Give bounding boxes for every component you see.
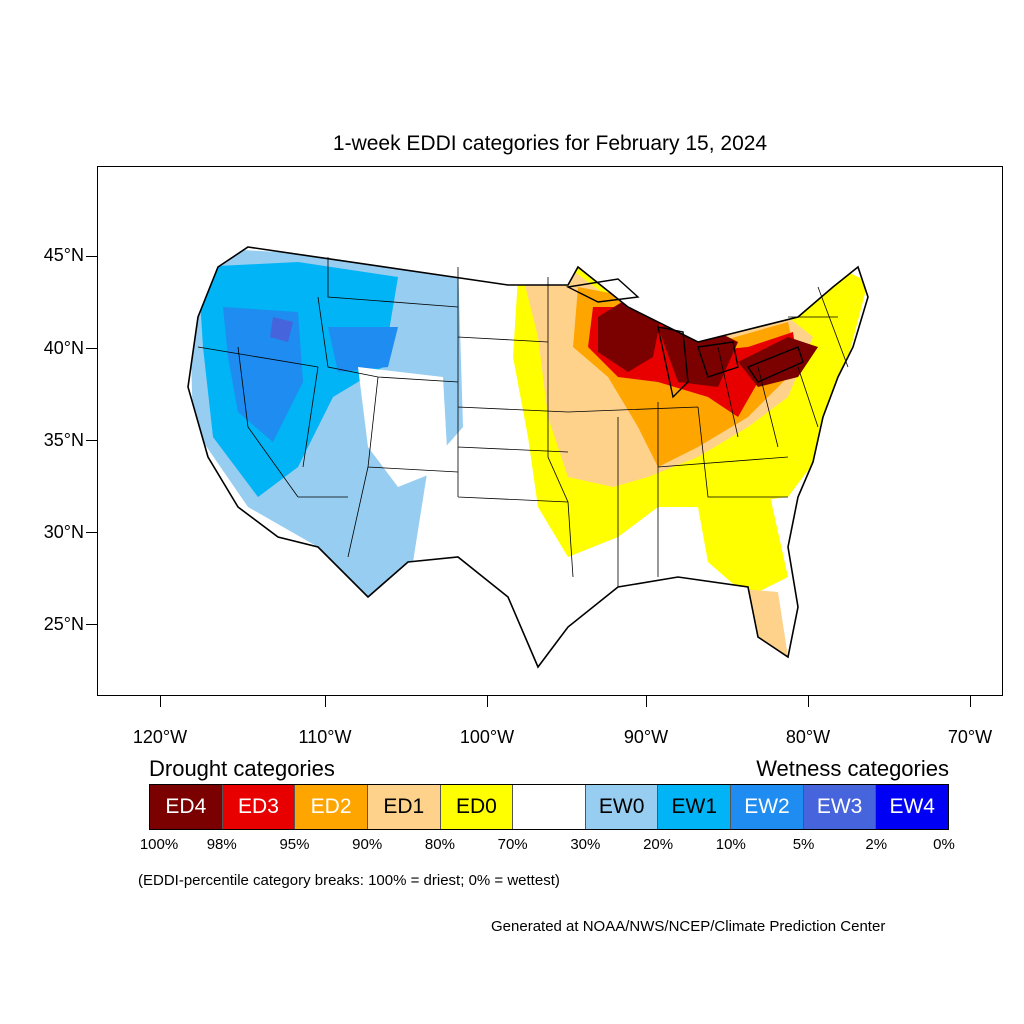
lat-label-35: 35°N	[43, 430, 84, 450]
lat-tick-25	[86, 624, 97, 625]
drought-categories-heading: Drought categories	[149, 756, 335, 781]
ed0-region-texas	[428, 577, 493, 647]
chart-title: 1-week EDDI categories for February 15, …	[332, 132, 768, 155]
lon-label-100: 100°W	[459, 727, 515, 747]
ed4-region-michigan	[658, 322, 738, 387]
lat-label-40: 40°N	[43, 338, 84, 358]
legend-break-label: 95%	[279, 836, 310, 853]
legend-break-label: 100%	[139, 836, 179, 853]
great-lakes-outline	[565, 278, 804, 399]
lon-label-80: 80°W	[785, 727, 831, 747]
lon-label-120: 120°W	[132, 727, 188, 747]
ed4-region-northeast	[738, 337, 818, 387]
legend-break-label: 0%	[933, 836, 955, 853]
ew2-region-north	[328, 327, 398, 372]
lat-tick-35	[86, 440, 97, 441]
legend-swatch-ed3: ED3	[222, 785, 296, 829]
legend-swatch-ew4: EW4	[876, 785, 949, 829]
wetness-categories-heading: Wetness categories	[756, 756, 949, 781]
legend-swatch-ed2: ED2	[295, 785, 368, 829]
lat-label-25: 25°N	[43, 614, 84, 634]
legend-swatch-ew0: EW0	[585, 785, 659, 829]
ew3-region-west	[270, 317, 293, 342]
lon-tick-80	[808, 696, 809, 707]
eddi-map	[187, 246, 869, 669]
lon-tick-90	[646, 696, 647, 707]
state-lines-east	[717, 286, 849, 448]
lon-label-110: 110°W	[298, 727, 352, 747]
lon-tick-110	[325, 696, 326, 707]
legend-break-label: 2%	[865, 836, 888, 853]
legend-break-label: 98%	[206, 836, 237, 853]
lat-tick-30	[86, 532, 97, 533]
category-breaks-note: (EDDI-percentile category breaks: 100% =…	[138, 872, 560, 889]
state-lines-west	[197, 257, 459, 558]
credit-line: Generated at NOAA/NWS/NCEP/Climate Predi…	[491, 918, 886, 935]
legend-swatch-ew2: EW2	[731, 785, 804, 829]
coastline-outline	[187, 246, 869, 669]
ed1-region-florida	[718, 587, 788, 657]
map-panel	[97, 166, 1003, 696]
ed0-region-southeast	[698, 487, 788, 597]
lat-label-45: 45°N	[43, 245, 84, 265]
legend-break-label: 30%	[570, 836, 601, 853]
state-lines-central	[457, 267, 789, 587]
lat-tick-45	[86, 256, 97, 257]
lon-label-70: 70°W	[947, 727, 993, 747]
lon-label-90: 90°W	[623, 727, 669, 747]
category-fields	[188, 247, 868, 667]
lat-label-30: 30°N	[43, 522, 84, 542]
legend-swatch-ed0: ED0	[440, 785, 514, 829]
legend-break-label: 5%	[792, 836, 815, 853]
boundary-lines	[187, 246, 869, 669]
ew2-region-west	[223, 307, 303, 442]
neutral-region-plains	[358, 367, 448, 487]
legend-break-label: 20%	[643, 836, 674, 853]
legend-swatch-ed1: ED1	[367, 785, 441, 829]
legend-swatch-ed4: ED4	[150, 785, 223, 829]
legend-swatch-neutral	[513, 785, 586, 829]
legend-swatch-ew3: EW3	[803, 785, 877, 829]
lon-tick-70	[970, 696, 971, 707]
legend-break-label: 10%	[715, 836, 746, 853]
legend-swatch-ew1: EW1	[658, 785, 732, 829]
legend-break-label: 70%	[497, 836, 528, 853]
legend-break-label: 80%	[424, 836, 455, 853]
legend-color-bar: ED4 ED3 ED2 ED1 ED0 EW0 EW1 EW2 EW3 EW4	[149, 784, 949, 830]
lon-tick-120	[160, 696, 161, 707]
lon-tick-100	[487, 696, 488, 707]
lat-tick-40	[86, 348, 97, 349]
legend-break-label: 90%	[352, 836, 383, 853]
